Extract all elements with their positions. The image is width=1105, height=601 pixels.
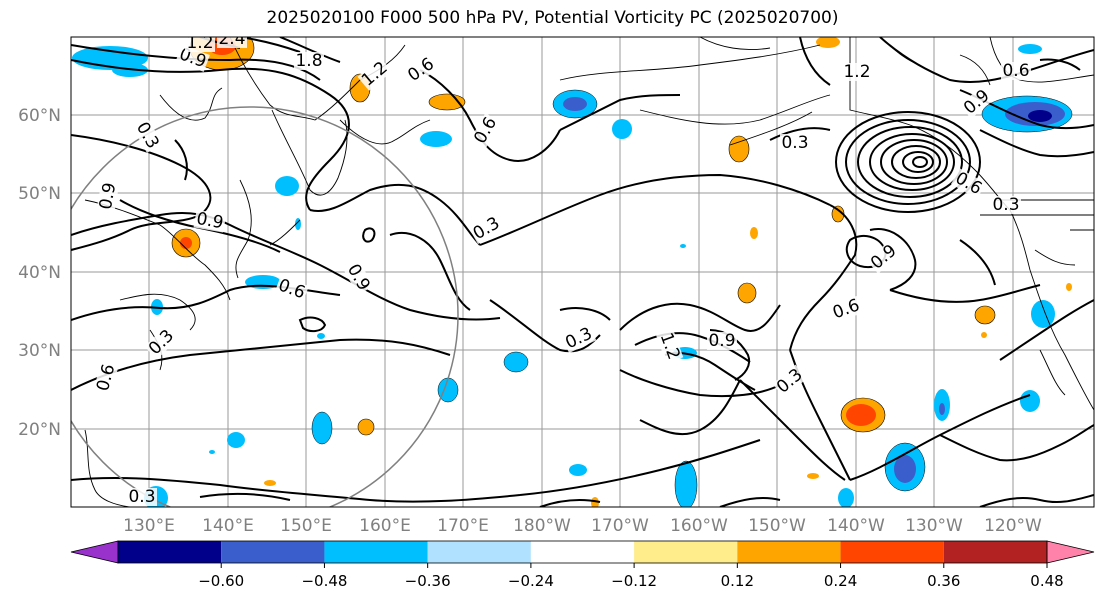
contour-labels: 0.92.41.8 1.2 0.60.30.90.90.6 0.90.30.60.30… — [93, 29, 1031, 507]
colorbar-segment — [324, 541, 428, 563]
longitude-label: 170°E — [437, 516, 489, 536]
colorbar-tick-label: 0.12 — [721, 572, 754, 590]
longitude-label: 120°W — [984, 516, 1042, 536]
colorbar-segment — [118, 541, 222, 563]
contour-label: 0.9 — [96, 181, 120, 211]
colorbar-segment — [943, 541, 1047, 563]
longitude-label: 130°W — [905, 516, 963, 536]
colorbar-segment — [221, 541, 325, 563]
colorbar-tick-labels: −0.60 −0.48 −0.36 −0.24 −0.12 0.12 0.24 0.36 0.4… — [198, 563, 1064, 590]
contour-label: 0.3 — [781, 133, 808, 153]
contour-label: 2.4 — [218, 29, 245, 49]
colorbar-tick-label: −0.12 — [611, 572, 657, 590]
colorbar — [70, 540, 1095, 564]
contour-label: 0.3 — [992, 195, 1019, 215]
contour-label: 0.9 — [708, 331, 735, 351]
map-frame — [70, 36, 1095, 508]
contour-label: 0.6 — [1002, 61, 1029, 81]
colorbar-extend-max — [1046, 540, 1095, 564]
longitude-label: 140°W — [827, 516, 885, 536]
colorbar-segment — [840, 541, 944, 563]
longitude-label: 160°E — [359, 516, 411, 536]
map-title: 2025020100 F000 500 hPa PV, Potential Vo… — [266, 8, 839, 28]
contour-label: 1.8 — [295, 51, 322, 71]
latitude-label: 40°N — [18, 263, 61, 283]
colorbar-tick-label: −0.48 — [301, 572, 347, 590]
colorbar-tick-label: −0.36 — [405, 572, 451, 590]
contour-label: 0.3 — [128, 487, 155, 507]
colorbar-tick-label: 0.24 — [824, 572, 857, 590]
contour-label: 1.2 — [186, 33, 213, 53]
longitude-label: 140°E — [202, 516, 254, 536]
longitude-label: 160°W — [670, 516, 728, 536]
colorbar-tick-label: 0.48 — [1030, 572, 1063, 590]
colorbar-tick-label: 0.36 — [927, 572, 960, 590]
latitude-label: 60°N — [18, 106, 61, 126]
colorbar-frame — [117, 540, 1048, 564]
longitude-label: 150°W — [748, 516, 806, 536]
colorbar-extend-min — [70, 540, 119, 564]
range-ring — [71, 106, 459, 507]
latitude-label: 20°N — [18, 420, 61, 440]
colorbar-segment — [634, 541, 738, 563]
map-plot-area: 0.92.41.8 1.2 0.60.30.90.90.6 0.90.30.60.30… — [71, 29, 1094, 507]
contour-label: 1.2 — [843, 62, 870, 82]
contour-label: 0.9 — [195, 209, 225, 233]
colorbar-tick-label: −0.60 — [198, 572, 244, 590]
longitude-label: 150°E — [280, 516, 332, 536]
colorbar-segment — [737, 541, 841, 563]
longitude-labels: 130°E 140°E 150°E 160°E 170°E 180°W 170°W 160°W… — [123, 516, 1042, 536]
colorbar-tick-label: −0.24 — [508, 572, 554, 590]
colorbar-segment — [530, 541, 635, 563]
longitude-label: 180°W — [513, 516, 571, 536]
colorbar-segment — [427, 541, 531, 563]
longitude-label: 170°W — [591, 516, 649, 536]
latitude-label: 50°N — [18, 184, 61, 204]
latitude-labels: 60°N 50°N 40°N 30°N 20°N — [18, 106, 61, 440]
latitude-label: 30°N — [18, 341, 61, 361]
longitude-label: 130°E — [123, 516, 175, 536]
